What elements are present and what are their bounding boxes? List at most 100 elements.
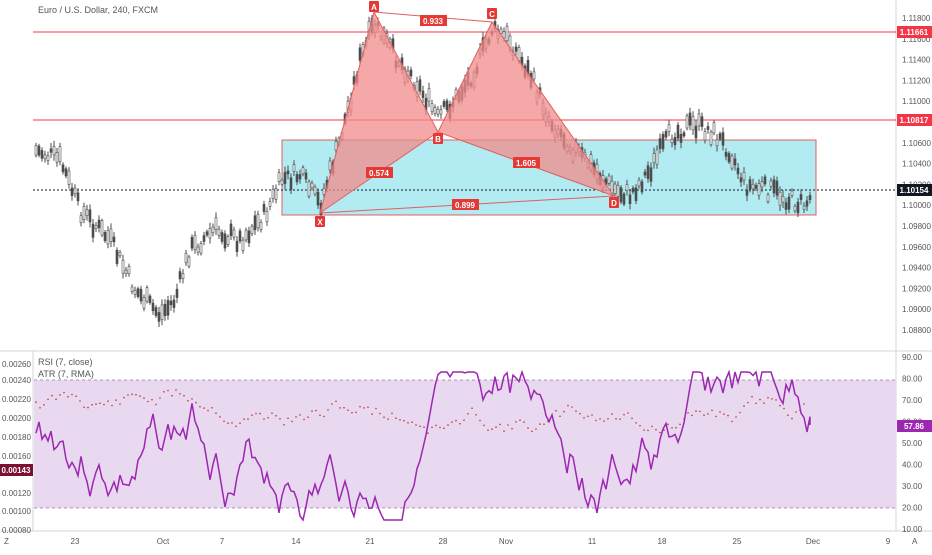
rsi-line bbox=[35, 369, 811, 522]
atr-tick-label: 0.00120 bbox=[2, 489, 31, 498]
atr-dot bbox=[703, 414, 705, 416]
candle-body bbox=[715, 139, 719, 147]
pattern-point-x[interactable]: X bbox=[315, 216, 325, 227]
lower-level-price-tag: 1.10817 bbox=[897, 114, 932, 126]
candle-body bbox=[673, 137, 677, 146]
time-axis-corner-left[interactable]: Z bbox=[4, 537, 9, 546]
atr-dot bbox=[139, 395, 141, 397]
candle-body bbox=[259, 222, 263, 230]
candle-body bbox=[805, 200, 809, 207]
price-tick-label: 1.09800 bbox=[902, 222, 931, 231]
ratio-label-xd[interactable]: 0.899 bbox=[452, 199, 479, 210]
atr-dot bbox=[687, 412, 689, 414]
pattern-point-b[interactable]: B bbox=[433, 133, 443, 144]
atr-dot bbox=[467, 413, 469, 415]
ratio-label-xb[interactable]: 0.574 bbox=[366, 167, 393, 178]
atr-dot bbox=[599, 418, 601, 420]
atr-dot bbox=[51, 394, 53, 397]
atr-dot bbox=[127, 394, 129, 396]
candle-body bbox=[97, 219, 101, 229]
candle-body bbox=[85, 209, 89, 216]
candle-body bbox=[43, 154, 47, 160]
atr-dot bbox=[403, 419, 405, 422]
atr-dot bbox=[103, 403, 105, 406]
candle-body bbox=[607, 175, 611, 184]
candle-body bbox=[631, 187, 635, 193]
atr-dot bbox=[631, 417, 633, 420]
atr-dot bbox=[623, 413, 625, 416]
candle-body bbox=[682, 132, 686, 137]
candle-body bbox=[436, 108, 440, 115]
atr-tick-label: 0.00080 bbox=[2, 526, 31, 535]
atr-dot bbox=[575, 410, 577, 412]
candle-body bbox=[679, 133, 683, 143]
candle-body bbox=[694, 125, 698, 139]
time-axis[interactable]: 23 Oct 7 14 21 28 Nov 11 18 25 Dec 9 bbox=[71, 537, 891, 546]
candle-body bbox=[286, 170, 290, 175]
candle-body bbox=[46, 155, 50, 162]
atr-dot bbox=[147, 400, 149, 403]
candle-body bbox=[103, 232, 107, 241]
atr-dot bbox=[315, 409, 317, 412]
atr-dot bbox=[391, 412, 393, 415]
candle-body bbox=[79, 215, 83, 223]
atr-dot bbox=[463, 419, 465, 422]
candle-body bbox=[697, 113, 701, 127]
atr-dot bbox=[483, 424, 485, 427]
candle-body bbox=[304, 172, 308, 180]
atr-dot bbox=[63, 391, 65, 394]
atr-dot bbox=[243, 418, 245, 420]
price-tick-label: 1.10600 bbox=[902, 139, 931, 148]
atr-dot bbox=[587, 415, 589, 418]
pattern-point-a[interactable]: A bbox=[369, 1, 379, 12]
candle-body bbox=[175, 288, 179, 298]
ratio-label-ac[interactable]: 0.933 bbox=[420, 15, 447, 26]
atr-dot bbox=[231, 422, 233, 424]
ratio-label-bd[interactable]: 1.605 bbox=[513, 157, 540, 168]
time-tick-label: 11 bbox=[588, 537, 597, 546]
atr-value-tag: 0.00143 bbox=[0, 464, 33, 476]
candle-body bbox=[313, 186, 317, 195]
atr-dot bbox=[527, 427, 529, 429]
candle-body bbox=[754, 185, 758, 189]
atr-axis[interactable]: 0.00260 0.00240 0.00220 0.00200 0.00180 0.001… bbox=[2, 360, 31, 535]
pattern-point-c[interactable]: C bbox=[487, 8, 497, 19]
svg-text:D: D bbox=[611, 199, 617, 208]
atr-dot bbox=[219, 416, 221, 418]
candle-body bbox=[37, 145, 41, 156]
candle-body bbox=[514, 46, 518, 52]
candle-body bbox=[532, 71, 536, 80]
atr-dot bbox=[671, 427, 673, 429]
time-axis-corner-right[interactable]: A bbox=[912, 537, 918, 546]
candle-body bbox=[283, 172, 287, 184]
candle-body bbox=[298, 174, 302, 180]
candle-body bbox=[664, 131, 668, 138]
atr-dot bbox=[191, 398, 193, 400]
atr-dot bbox=[771, 398, 773, 400]
candle-body bbox=[307, 181, 311, 197]
rsi-axis[interactable]: 90.0080.0070.0060.0050.0040.0030.0020.00… bbox=[902, 353, 923, 534]
atr-dot bbox=[187, 399, 189, 402]
price-tick-label: 1.10400 bbox=[902, 160, 931, 169]
atr-dot bbox=[207, 409, 209, 412]
atr-dot bbox=[223, 420, 225, 423]
atr-dot bbox=[487, 429, 489, 432]
rsi-legend[interactable]: RSI (7, close) bbox=[38, 357, 93, 367]
atr-series bbox=[35, 389, 805, 434]
symbol-title[interactable]: Euro / U.S. Dollar, 240, FXCM bbox=[38, 5, 159, 15]
pattern-point-d[interactable]: D bbox=[609, 197, 619, 208]
candle-body bbox=[127, 266, 131, 275]
atr-dot bbox=[347, 409, 349, 412]
atr-dot bbox=[195, 401, 197, 404]
svg-text:1.11661: 1.11661 bbox=[900, 28, 929, 37]
candle-body bbox=[724, 151, 728, 157]
candle-body bbox=[328, 160, 332, 171]
atr-dot bbox=[679, 423, 681, 426]
candle-body bbox=[148, 295, 152, 303]
atr-dot bbox=[307, 416, 309, 419]
candle-body bbox=[772, 179, 776, 194]
atr-legend[interactable]: ATR (7, RMA) bbox=[38, 369, 94, 379]
atr-dot bbox=[451, 421, 453, 423]
candle-body bbox=[622, 193, 626, 205]
